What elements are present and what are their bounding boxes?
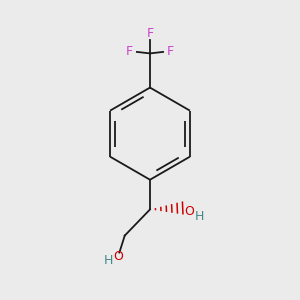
Text: F: F [126,45,134,58]
Text: O: O [113,250,123,263]
Text: F: F [167,45,174,58]
Text: H: H [103,254,113,267]
Text: H: H [195,210,205,223]
Text: F: F [146,27,154,40]
Text: O: O [184,205,194,218]
